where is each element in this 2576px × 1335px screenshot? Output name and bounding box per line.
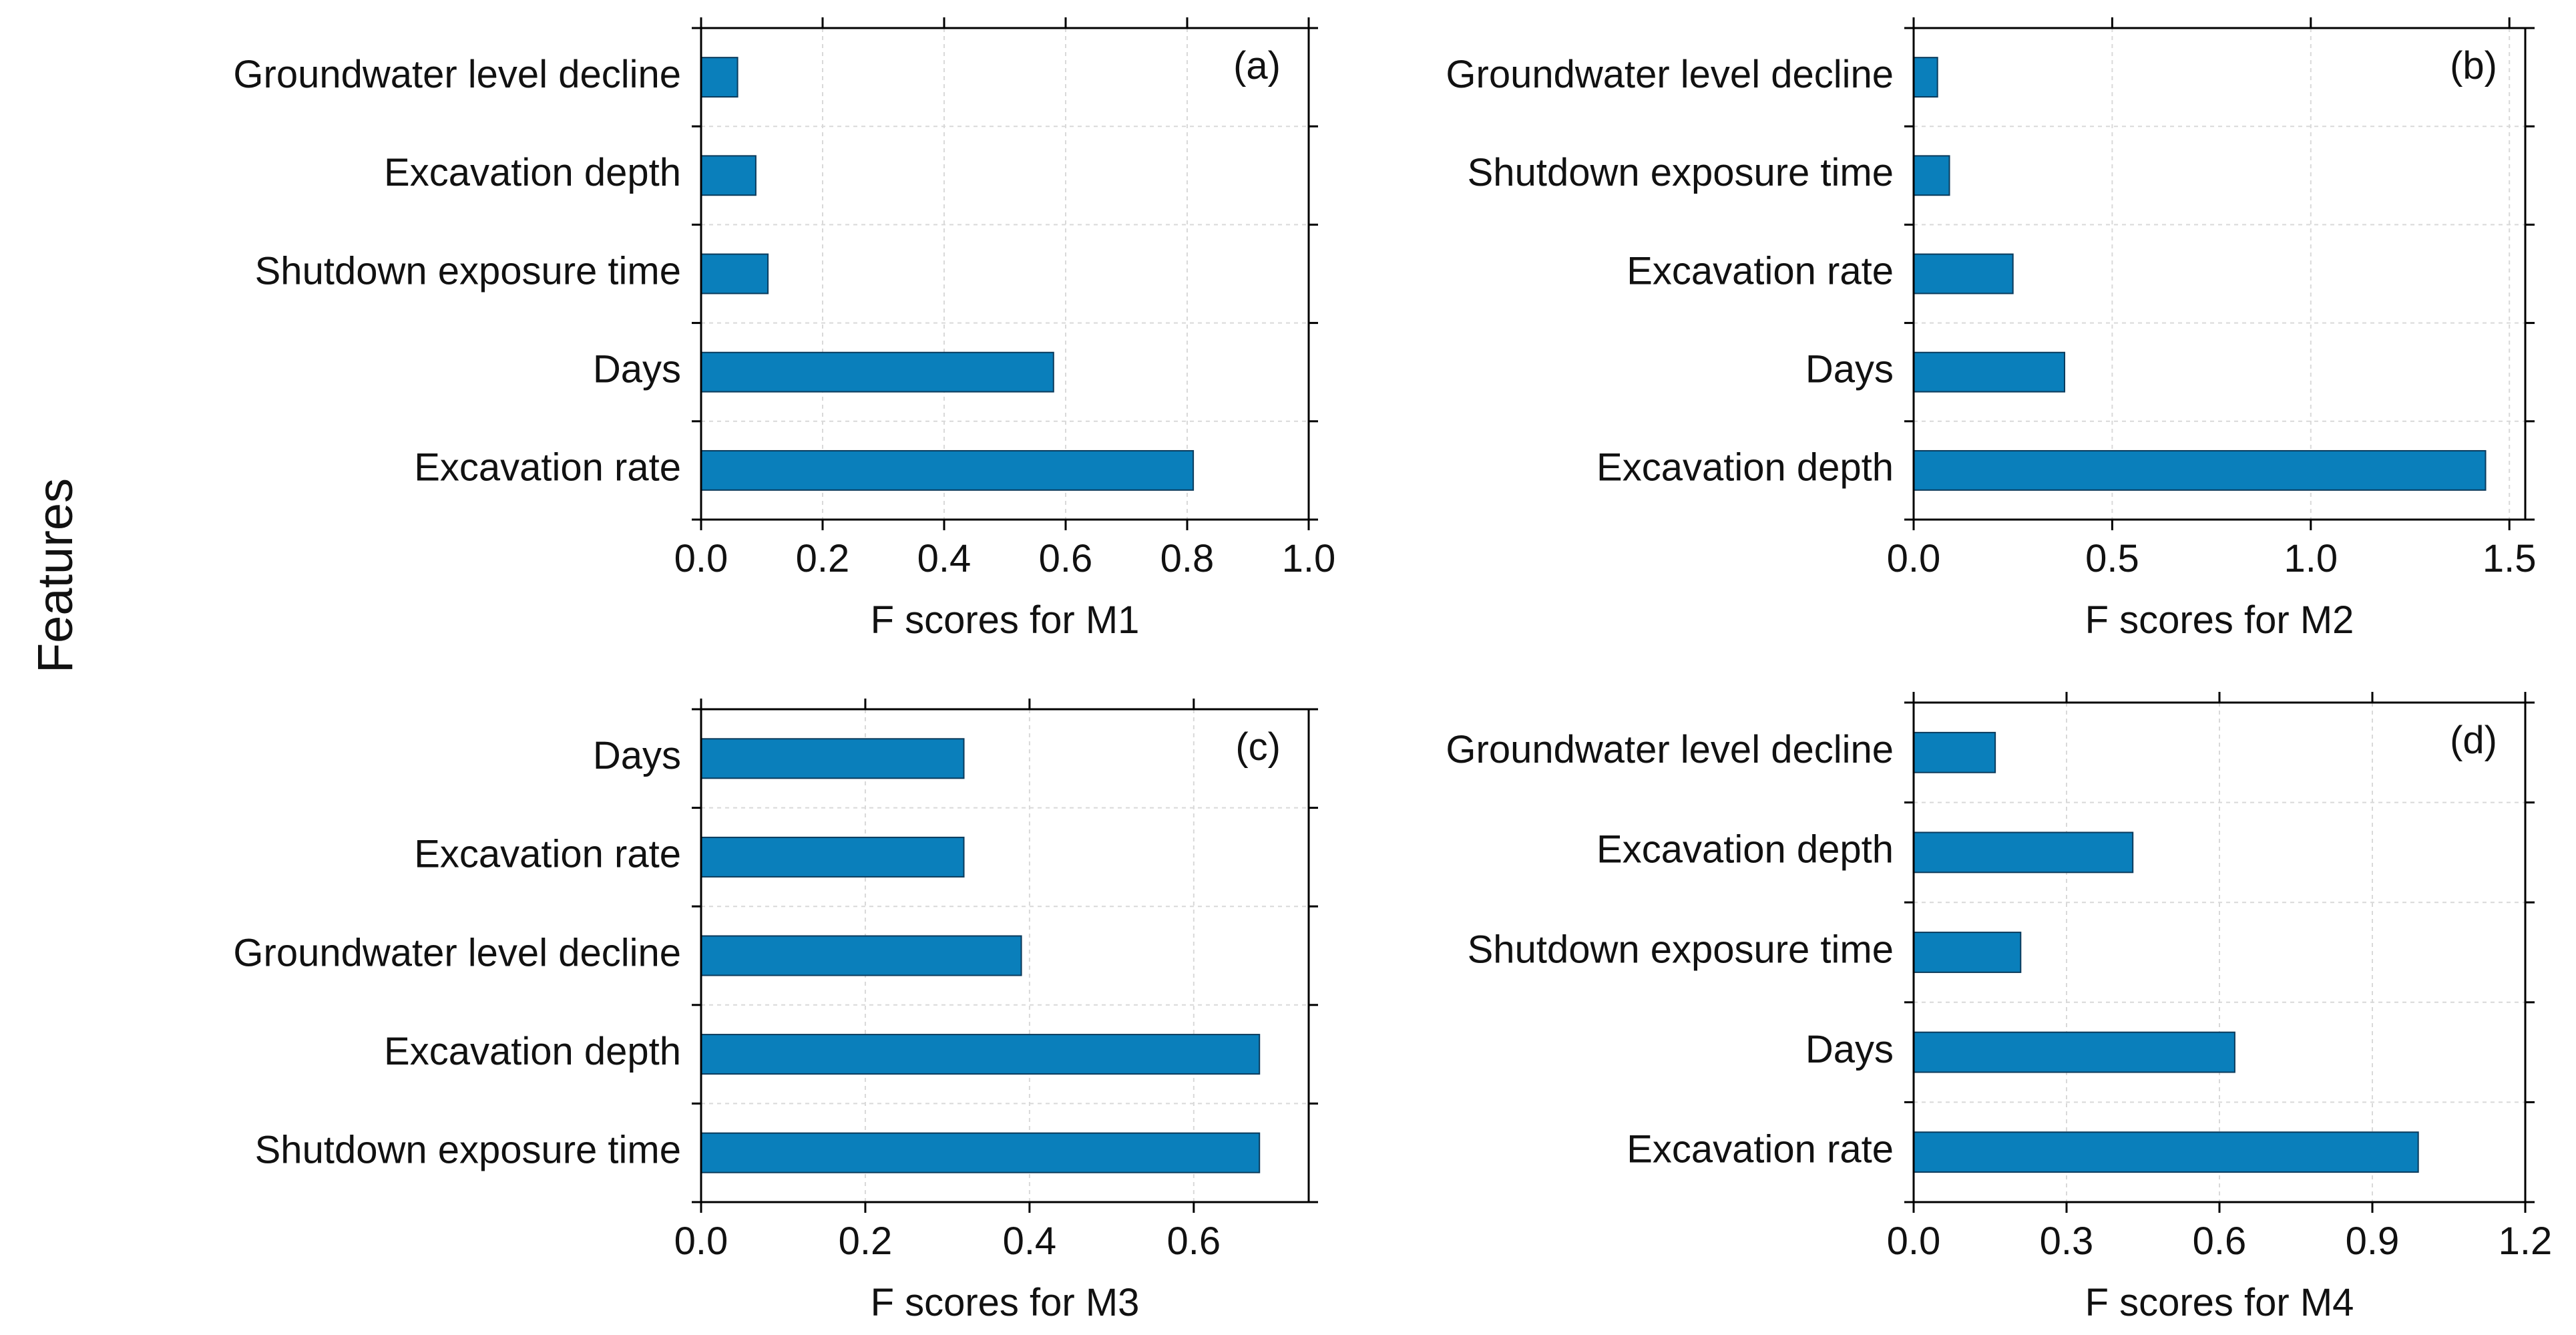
x-tick-label: 1.0 (1282, 537, 1336, 580)
x-axis-label: F scores for M2 (2085, 598, 2354, 642)
category-label: Shutdown exposure time (1468, 928, 1894, 971)
chart-panel-2: Excavation depth Days Excavation rate Shutd… (1446, 17, 2537, 642)
category-label: Excavation depth (1596, 828, 1894, 872)
bar (700, 57, 738, 98)
category-label: Excavation rate (414, 446, 681, 490)
category-label: Days (593, 348, 681, 391)
category-label: Groundwater level decline (1446, 728, 1894, 771)
bar (1913, 253, 2014, 295)
bar (700, 836, 965, 878)
bar (700, 155, 757, 196)
x-tick-label: 1.0 (2284, 537, 2338, 580)
x-tick-label: 0.6 (2193, 1219, 2247, 1263)
bar (700, 351, 1054, 393)
category-label: Groundwater level decline (233, 53, 681, 96)
bar (1913, 731, 1996, 773)
bar (1913, 1131, 2419, 1173)
bar (1913, 831, 2134, 874)
x-tick-label: 0.6 (1167, 1219, 1221, 1263)
x-tick-label: 0.4 (917, 537, 972, 580)
bar (700, 449, 1195, 491)
category-label: Days (1805, 1028, 1894, 1071)
x-tick-label: 0.2 (839, 1219, 893, 1263)
plot-frame (1912, 27, 2527, 521)
category-label: Days (1805, 348, 1894, 391)
category-label: Groundwater level decline (233, 931, 681, 974)
bar (700, 1034, 1261, 1075)
x-tick-label: 0.0 (1887, 537, 1941, 580)
category-label: Groundwater level decline (1446, 53, 1894, 96)
plot-frame (700, 708, 1310, 1203)
panel-label: (d) (2450, 719, 2497, 762)
category-label: Excavation rate (414, 833, 681, 876)
category-label: Shutdown exposure time (1468, 151, 1894, 194)
panel-label: (a) (1233, 44, 1281, 87)
x-tick-label: 0.2 (796, 537, 850, 580)
x-tick-label: 0.0 (674, 537, 728, 580)
x-tick-label: 1.5 (2483, 537, 2537, 580)
chart-panel-4: Excavation rate Days Shutdown exposure tim… (1446, 692, 2552, 1324)
x-tick-label: 0.9 (2346, 1219, 2400, 1263)
shared-y-axis-label: Features (27, 478, 83, 673)
category-label: Days (593, 734, 681, 777)
category-label: Excavation depth (384, 1030, 681, 1073)
bar (1913, 932, 2022, 973)
category-label: Excavation depth (1596, 446, 1894, 490)
chart-panel-1: Excavation rate Days Shutdown exposure tim… (233, 17, 1335, 642)
chart-panel-3: Shutdown exposure time Excavation depth Gr… (233, 699, 1318, 1324)
bar (700, 253, 769, 295)
bar (700, 935, 1022, 976)
x-axis-label: F scores for M3 (871, 1281, 1140, 1324)
x-axis-label: F scores for M1 (871, 598, 1140, 642)
category-label: Excavation depth (384, 151, 681, 194)
x-tick-label: 0.3 (2040, 1219, 2094, 1263)
bar (1913, 351, 2066, 393)
category-label: Excavation rate (1627, 249, 1894, 293)
category-label: Excavation rate (1627, 1128, 1894, 1171)
bar (700, 1132, 1261, 1173)
x-tick-label: 0.5 (2085, 537, 2139, 580)
x-tick-label: 1.2 (2499, 1219, 2553, 1263)
x-tick-label: 0.0 (1887, 1219, 1941, 1263)
bar (1913, 155, 1950, 196)
x-tick-label: 0.8 (1160, 537, 1215, 580)
x-tick-label: 0.0 (674, 1219, 728, 1263)
panel-label: (c) (1235, 725, 1281, 769)
bar (700, 738, 965, 779)
category-label: Shutdown exposure time (255, 1129, 681, 1172)
bar (1913, 1031, 2235, 1073)
x-tick-label: 0.6 (1039, 537, 1093, 580)
bar (1913, 57, 1938, 98)
x-tick-label: 0.4 (1003, 1219, 1057, 1263)
bar (1913, 449, 2487, 491)
plot-frame (700, 27, 1310, 521)
panel-label: (b) (2450, 44, 2497, 87)
category-label: Shutdown exposure time (255, 249, 681, 293)
x-axis-label: F scores for M4 (2085, 1281, 2354, 1324)
